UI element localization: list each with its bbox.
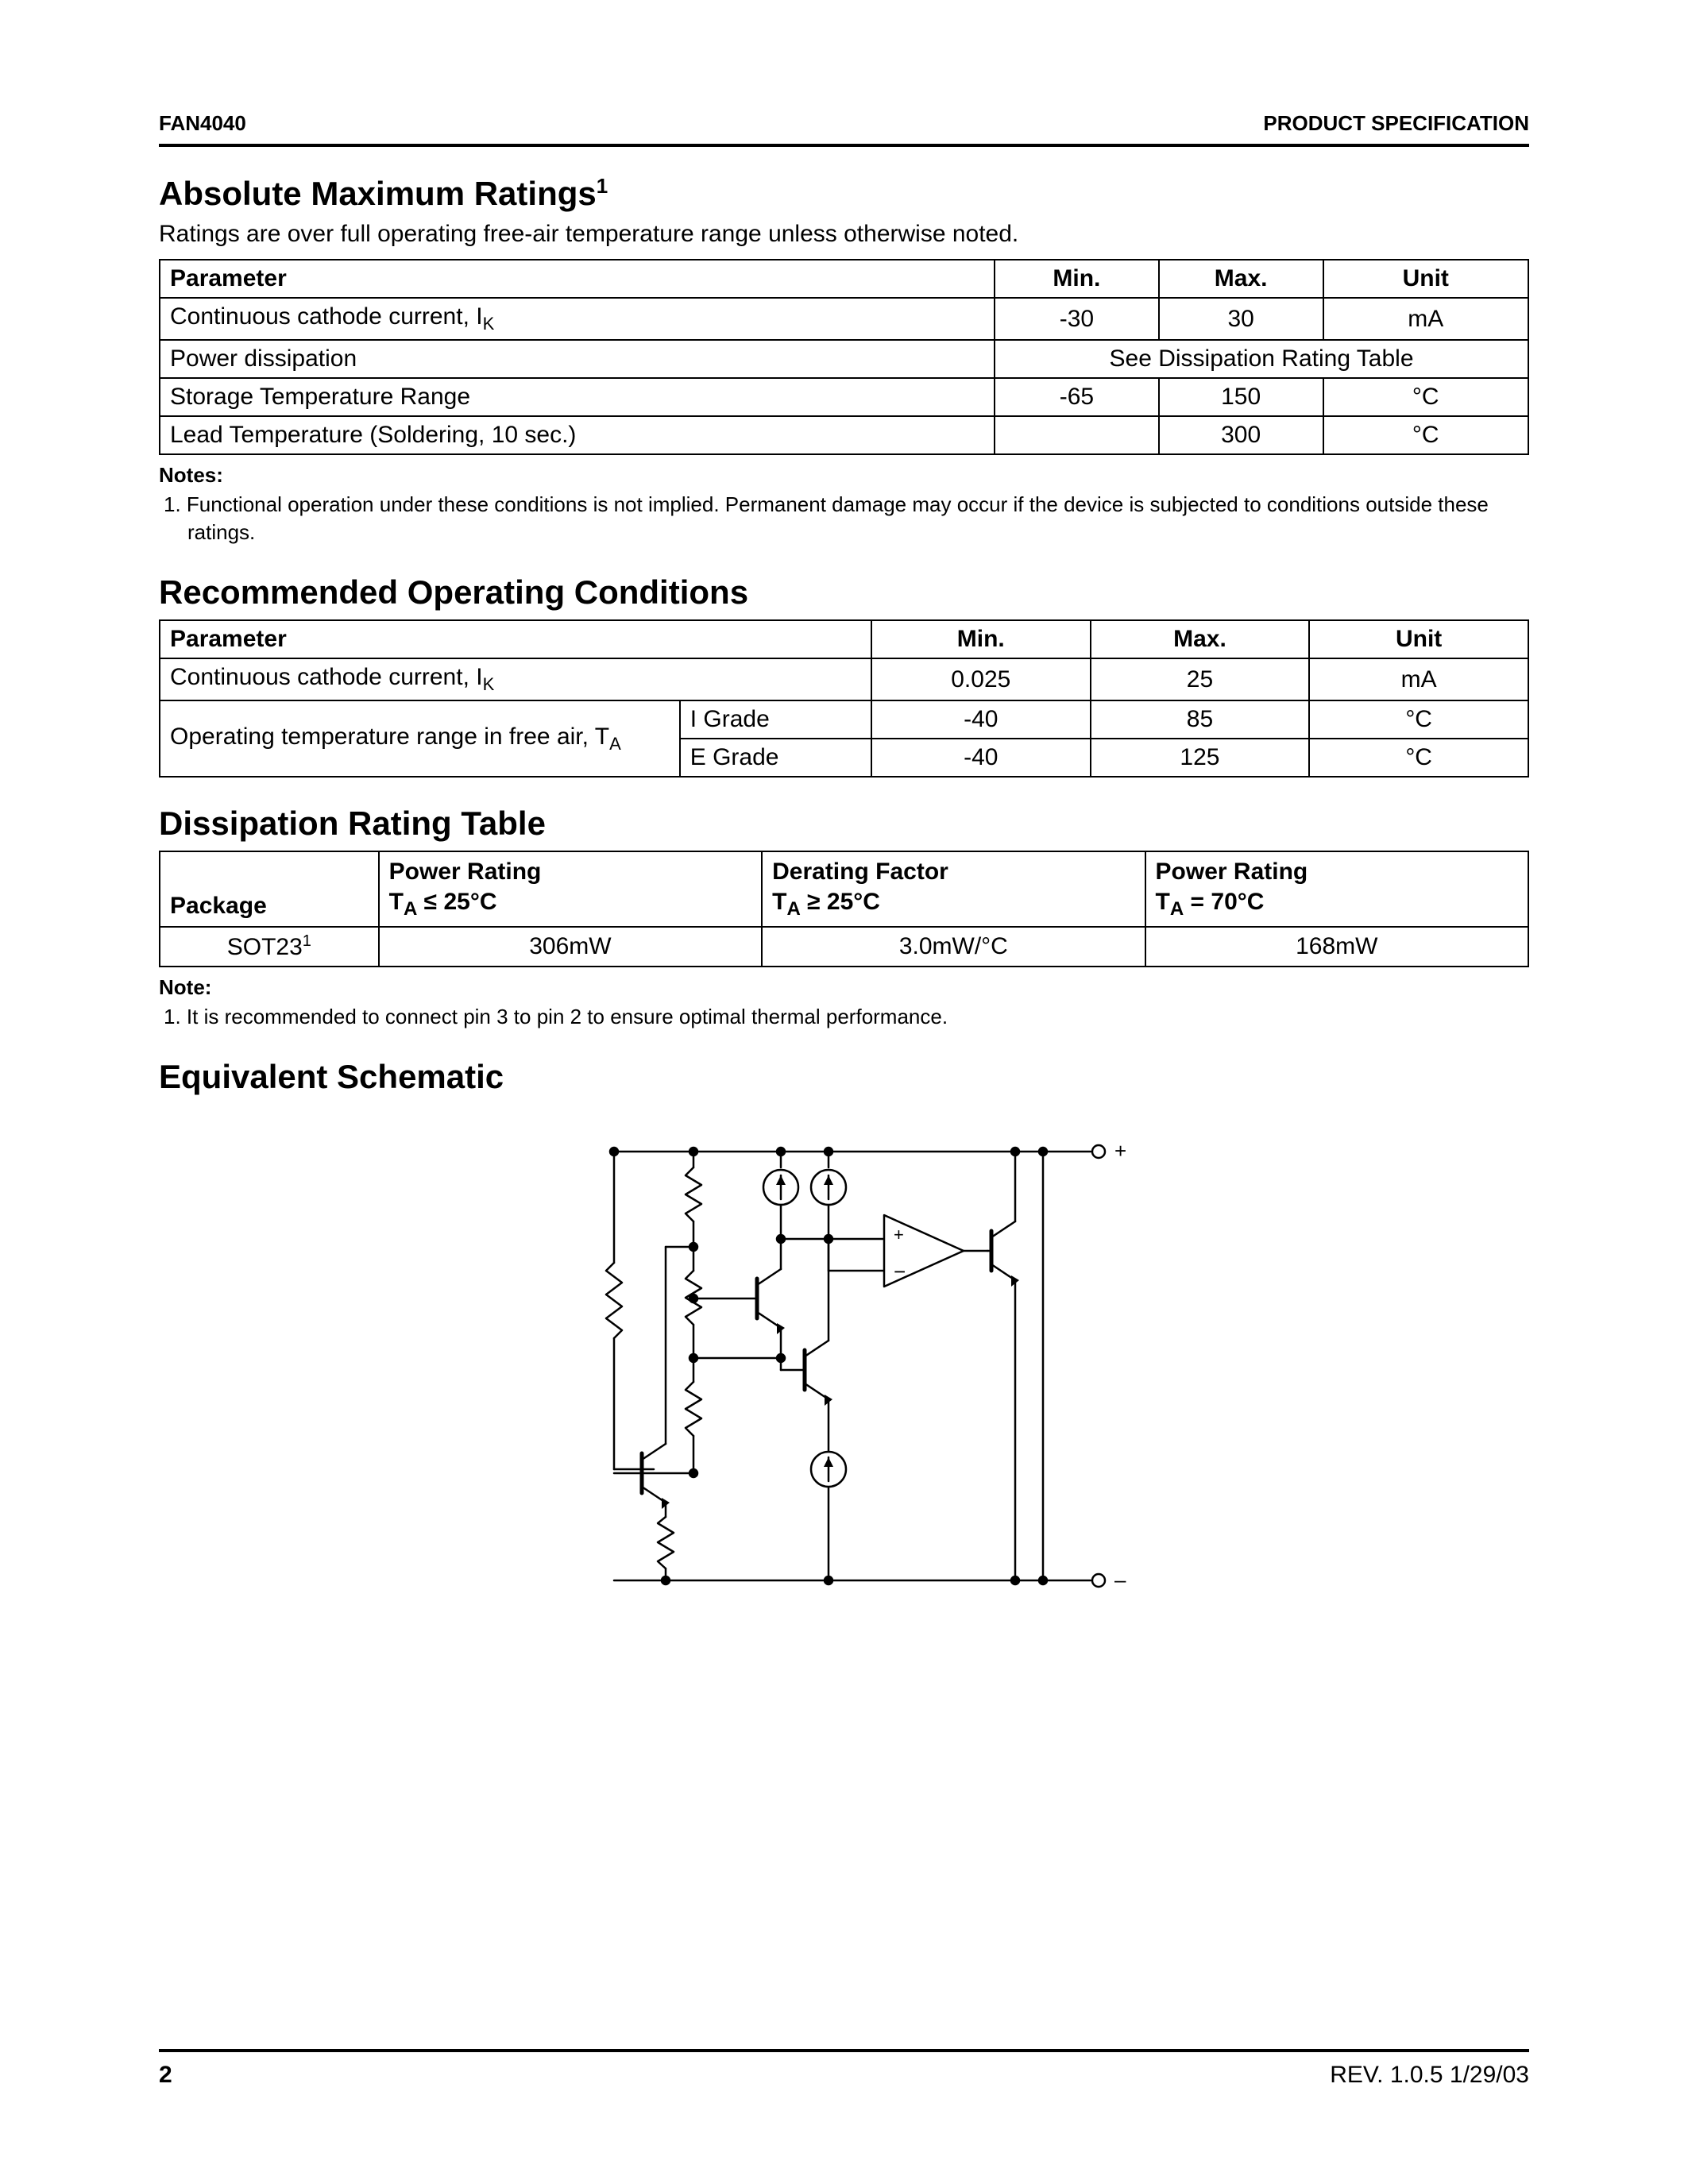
cell-unit: mA <box>1323 298 1528 340</box>
table-row: Lead Temperature (Soldering, 10 sec.) 30… <box>160 416 1528 454</box>
cell-unit: °C <box>1323 416 1528 454</box>
hdr-line1: Power Rating <box>1156 859 1308 885</box>
table-row: Operating temperature range in free air,… <box>160 700 1528 739</box>
schematic-container: + – <box>159 1120 1529 1612</box>
minus-label: – <box>1114 1568 1126 1592</box>
cell-span: See Dissipation Rating Table <box>995 340 1528 378</box>
col-unit: Unit <box>1323 260 1528 298</box>
hdr-line2: TA ≥ 25°C <box>772 889 880 915</box>
amr-title: Absolute Maximum Ratings1 <box>159 174 1529 213</box>
cell-pr70: 168mW <box>1145 927 1528 967</box>
drt-notes-label: Note: <box>159 975 1529 1000</box>
col-min: Min. <box>995 260 1159 298</box>
cell-param: Continuous cathode current, IK <box>160 658 871 700</box>
col-package: Package <box>160 851 379 927</box>
table-row: Storage Temperature Range -65 150 °C <box>160 378 1528 416</box>
cell-param: Continuous cathode current, IK <box>160 298 995 340</box>
header-part-number: FAN4040 <box>159 111 246 136</box>
table-row: Power dissipation See Dissipation Rating… <box>160 340 1528 378</box>
header-doc-type: PRODUCT SPECIFICATION <box>1263 111 1529 136</box>
cell-param: Power dissipation <box>160 340 995 378</box>
page-footer: 2 REV. 1.0.5 1/29/03 <box>159 2049 1529 2089</box>
col-unit: Unit <box>1309 620 1528 658</box>
cell-max: 150 <box>1159 378 1323 416</box>
page-number: 2 <box>159 2062 172 2089</box>
cell-grade: I Grade <box>680 700 871 739</box>
cell-param: Lead Temperature (Soldering, 10 sec.) <box>160 416 995 454</box>
col-derating: Derating Factor TA ≥ 25°C <box>762 851 1145 927</box>
drt-note-1: 1. It is recommended to connect pin 3 to… <box>187 1003 1529 1031</box>
table-row: Continuous cathode current, IK -30 30 mA <box>160 298 1528 340</box>
drt-table: Package Power Rating TA ≤ 25°C Derating … <box>159 851 1529 967</box>
hdr-line1: Power Rating <box>389 859 542 885</box>
table-row: SOT231 306mW 3.0mW/°C 168mW <box>160 927 1528 967</box>
cell-max: 300 <box>1159 416 1323 454</box>
cell-unit: mA <box>1309 658 1528 700</box>
col-max: Max. <box>1091 620 1310 658</box>
page-header: FAN4040 PRODUCT SPECIFICATION <box>159 111 1529 147</box>
amr-title-text: Absolute Maximum Ratings <box>159 175 597 212</box>
equivalent-schematic-diagram: + – <box>535 1120 1154 1612</box>
cell-min: -40 <box>871 739 1091 777</box>
col-max: Max. <box>1159 260 1323 298</box>
roc-title: Recommended Operating Conditions <box>159 573 1529 612</box>
cell-package: SOT231 <box>160 927 379 967</box>
cell-unit: °C <box>1323 378 1528 416</box>
amr-title-sup: 1 <box>597 174 608 198</box>
col-power25: Power Rating TA ≤ 25°C <box>379 851 762 927</box>
svg-text:−: − <box>894 1260 906 1283</box>
amr-notes-label: Notes: <box>159 463 1529 488</box>
cell-min: -65 <box>995 378 1159 416</box>
cell-min: -30 <box>995 298 1159 340</box>
cell-max: 125 <box>1091 739 1310 777</box>
amr-subtitle: Ratings are over full operating free-air… <box>159 221 1529 248</box>
hdr-line2: TA ≤ 25°C <box>389 889 497 915</box>
cell-param: Operating temperature range in free air,… <box>160 700 680 777</box>
cell-min: -40 <box>871 700 1091 739</box>
col-power70: Power Rating TA = 70°C <box>1145 851 1528 927</box>
svg-text:+: + <box>894 1225 904 1244</box>
plus-label: + <box>1114 1139 1126 1163</box>
cell-unit: °C <box>1309 739 1528 777</box>
cell-param: Storage Temperature Range <box>160 378 995 416</box>
amr-table: Parameter Min. Max. Unit Continuous cath… <box>159 259 1529 455</box>
cell-max: 30 <box>1159 298 1323 340</box>
revision: REV. 1.0.5 1/29/03 <box>1330 2062 1529 2089</box>
table-header-row: Parameter Min. Max. Unit <box>160 260 1528 298</box>
cell-min: 0.025 <box>871 658 1091 700</box>
table-header-row: Package Power Rating TA ≤ 25°C Derating … <box>160 851 1528 927</box>
hdr-line1: Derating Factor <box>772 859 948 885</box>
cell-max: 25 <box>1091 658 1310 700</box>
cell-min <box>995 416 1159 454</box>
col-parameter: Parameter <box>160 260 995 298</box>
amr-note-1: 1. Functional operation under these cond… <box>187 491 1529 546</box>
drt-title: Dissipation Rating Table <box>159 805 1529 843</box>
table-row: Continuous cathode current, IK 0.025 25 … <box>160 658 1528 700</box>
col-parameter: Parameter <box>160 620 871 658</box>
table-header-row: Parameter Min. Max. Unit <box>160 620 1528 658</box>
roc-table: Parameter Min. Max. Unit Continuous cath… <box>159 619 1529 778</box>
cell-derate: 3.0mW/°C <box>762 927 1145 967</box>
hdr-line2: TA = 70°C <box>1156 889 1265 915</box>
cell-max: 85 <box>1091 700 1310 739</box>
schematic-title: Equivalent Schematic <box>159 1058 1529 1096</box>
cell-grade: E Grade <box>680 739 871 777</box>
cell-pr25: 306mW <box>379 927 762 967</box>
page: FAN4040 PRODUCT SPECIFICATION Absolute M… <box>0 0 1688 2184</box>
cell-unit: °C <box>1309 700 1528 739</box>
col-min: Min. <box>871 620 1091 658</box>
